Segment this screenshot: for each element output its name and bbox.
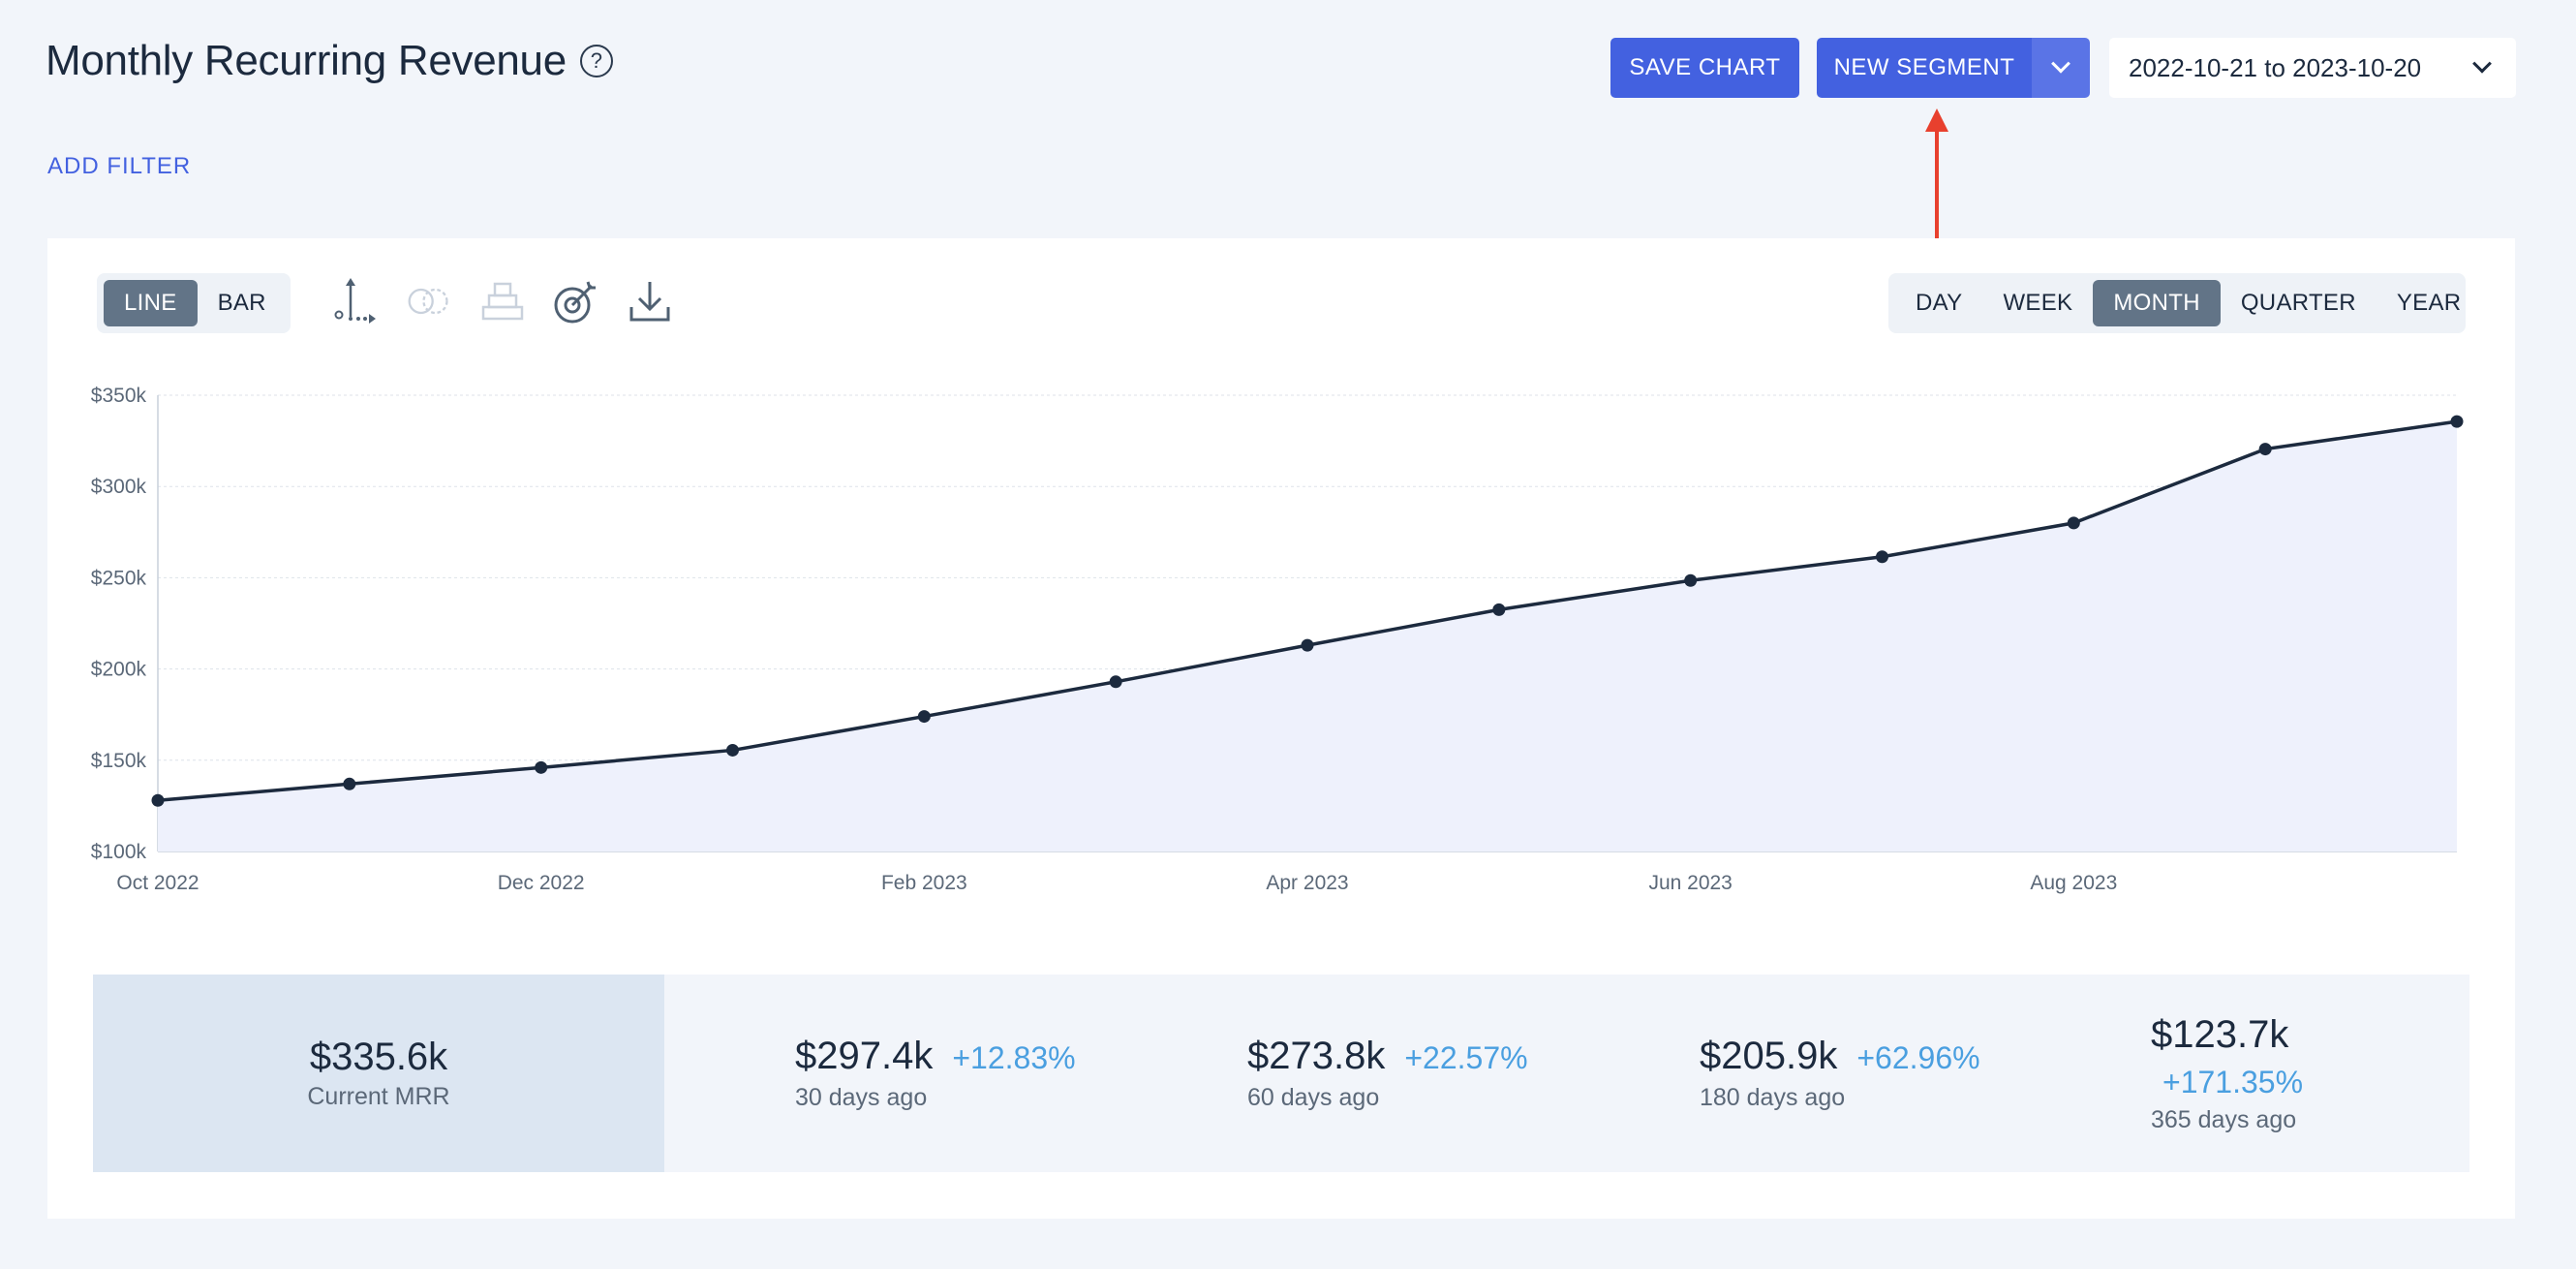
data-point (535, 760, 548, 774)
new-segment-dropdown-button[interactable] (2032, 38, 2090, 98)
add-filter-link[interactable]: ADD FILTER (47, 153, 192, 179)
date-range-value: 2022-10-21 to 2023-10-20 (2129, 52, 2422, 82)
data-point (917, 710, 931, 724)
annotation-arrow-icon (1925, 108, 1948, 258)
chart-card: LINE BAR (47, 238, 2515, 1219)
y-tick-label: $250k (91, 567, 147, 589)
chevron-down-icon (2472, 53, 2492, 74)
period-year[interactable]: YEAR (2396, 290, 2462, 316)
data-point (343, 777, 356, 790)
stat-value: $297.4k (795, 1035, 934, 1077)
save-chart-button[interactable]: SAVE CHART (1610, 38, 1799, 98)
x-tick-label: Jun 2023 (1648, 872, 1732, 894)
stat-label: 60 days ago (1247, 1084, 1380, 1111)
mrr-stats: $335.6k Current MRR $297.4k +12.83% 30 d… (93, 975, 2469, 1172)
current-mrr-stat: $335.6k Current MRR (93, 975, 664, 1172)
stat-60-days: $273.8k +22.57% 60 days ago (1247, 975, 1528, 1172)
stat-change: +22.57% (1404, 1040, 1528, 1075)
current-mrr-value: $335.6k (309, 1036, 448, 1078)
data-point (1684, 573, 1698, 587)
y-tick-label: $100k (91, 841, 147, 863)
stat-value: $273.8k (1247, 1035, 1386, 1077)
stat-value: $123.7k (2151, 1012, 2289, 1056)
data-point (1301, 638, 1314, 652)
period-quarter[interactable]: QUARTER (2240, 290, 2356, 316)
period-toggle: DAY WEEK MONTH QUARTER YEAR (1888, 273, 2466, 333)
axis-icon[interactable] (332, 277, 379, 325)
data-point (1876, 550, 1888, 564)
title-row: Monthly Recurring Revenue ? (46, 37, 613, 85)
y-tick-label: $300k (91, 476, 147, 498)
page-title: Monthly Recurring Revenue (46, 37, 567, 84)
data-point (1109, 675, 1122, 689)
data-point (2450, 415, 2464, 428)
current-mrr-label: Current MRR (307, 1083, 450, 1110)
stat-label: 365 days ago (2151, 1105, 2297, 1133)
y-tick-label: $200k (91, 659, 147, 681)
stat-365-days: $123.7k +171.35% 365 days ago (2151, 975, 2303, 1172)
y-tick-label: $350k (91, 385, 147, 407)
data-point (2067, 516, 2080, 530)
chart-type-toggle: LINE BAR (97, 273, 291, 333)
x-tick-label: Apr 2023 (1266, 872, 1348, 894)
chart-type-line[interactable]: LINE (104, 280, 198, 326)
stat-label: 180 days ago (1700, 1084, 1846, 1111)
data-point (726, 743, 739, 757)
download-icon[interactable] (627, 277, 673, 325)
stat-change: +12.83% (952, 1040, 1076, 1075)
data-point (151, 793, 165, 807)
x-tick-label: Dec 2022 (498, 872, 585, 894)
data-point (1492, 603, 1506, 616)
data-point (2258, 443, 2272, 456)
stat-change: +62.96% (1856, 1040, 1980, 1075)
stat-label: 30 days ago (795, 1084, 928, 1111)
x-tick-label: Feb 2023 (881, 872, 967, 894)
period-month[interactable]: MONTH (2093, 280, 2221, 326)
chart-type-bar[interactable]: BAR (217, 290, 266, 316)
y-tick-label: $150k (91, 750, 147, 772)
date-range-picker[interactable]: 2022-10-21 to 2023-10-20 (2109, 38, 2516, 98)
mrr-line-chart: $100k $150k $200k $250k $300k $350k Oct 2022 De… (91, 385, 2464, 894)
chart-tools (332, 277, 673, 325)
stat-180-days: $205.9k +62.96% 180 days ago (1700, 975, 1980, 1172)
new-segment-button[interactable]: NEW SEGMENT (1817, 38, 2032, 98)
series-area (158, 421, 2457, 851)
period-day[interactable]: DAY (1916, 290, 1963, 316)
compare-icon[interactable] (406, 277, 452, 325)
stat-30-days: $297.4k +12.83% 30 days ago (795, 975, 1076, 1172)
period-week[interactable]: WEEK (2003, 290, 2073, 316)
goal-target-icon[interactable] (553, 277, 599, 325)
stat-value: $205.9k (1700, 1035, 1838, 1077)
x-tick-label: Oct 2022 (116, 872, 199, 894)
help-icon[interactable]: ? (579, 45, 613, 77)
stat-change: +171.35% (2162, 1064, 2304, 1099)
chevron-down-icon (2051, 53, 2070, 74)
stack-icon[interactable] (479, 277, 526, 325)
x-tick-label: Aug 2023 (2030, 872, 2117, 894)
